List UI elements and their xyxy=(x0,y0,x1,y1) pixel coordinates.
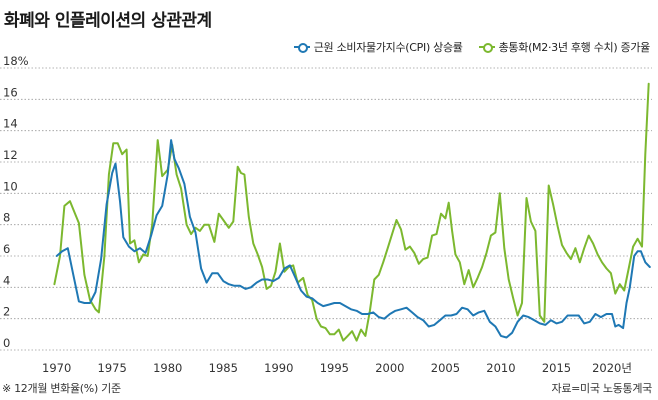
y-tick-labels: 0 2 4 6 8 10 12 14 16 18% xyxy=(3,54,29,350)
y-tick-label: 8 xyxy=(3,211,10,225)
y-tick-label: 0 xyxy=(3,336,10,350)
x-tick-label: 1970 xyxy=(42,361,71,375)
x-tick-label: 1990 xyxy=(264,361,293,375)
x-tick-label: 1985 xyxy=(209,361,238,375)
legend-swatch-cpi xyxy=(293,43,310,53)
chart-title: 화폐와 인플레이션의 상관관계 xyxy=(4,11,212,31)
legend: 근원 소비자물가지수(CPI) 상승률 총통화(M2·3년 후행 수치) 증가율 xyxy=(293,39,651,55)
legend-label-m2: 총통화(M2·3년 후행 수치) 증가율 xyxy=(498,41,651,54)
series-line-cpi xyxy=(55,139,651,339)
y-tick-label: 14 xyxy=(3,117,18,131)
x-tick-label: 2010 xyxy=(486,361,515,375)
x-tick-label: 1980 xyxy=(153,361,182,375)
y-tick-label: 10 xyxy=(3,179,18,193)
y-tick-label: 12 xyxy=(3,148,18,162)
y-tick-label: 16 xyxy=(3,85,18,99)
legend-label-cpi: 근원 소비자물가지수(CPI) 상승률 xyxy=(313,41,463,54)
y-tick-label: 2 xyxy=(3,305,10,319)
x-tick-labels: 1970 1975 1980 1985 1990 1995 2000 2005 2010 2015… xyxy=(42,361,632,375)
series-line-m2 xyxy=(53,82,650,342)
grid-lines xyxy=(0,67,652,351)
series-lines xyxy=(53,82,651,342)
x-tick-label: 2000 xyxy=(375,361,404,375)
x-tick-label: 2015 xyxy=(542,361,571,375)
x-tick-label: 2020년 xyxy=(592,361,632,375)
footnote-basis: ※ 12개월 변화율(%) 기준 xyxy=(2,382,121,395)
y-tick-label: 6 xyxy=(3,242,10,256)
legend-swatch-m2 xyxy=(478,43,495,53)
x-tick-label: 1975 xyxy=(98,361,127,375)
x-tick-label: 2005 xyxy=(431,361,460,375)
legend-item-m2: 총통화(M2·3년 후행 수치) 증가율 xyxy=(478,39,651,55)
x-tick-label: 1995 xyxy=(320,361,349,375)
source-note: 자료=미국 노동통계국 xyxy=(551,382,653,395)
y-tick-label: 18% xyxy=(3,54,29,68)
y-tick-label: 4 xyxy=(3,273,10,287)
legend-item-cpi: 근원 소비자물가지수(CPI) 상승률 xyxy=(293,39,463,55)
